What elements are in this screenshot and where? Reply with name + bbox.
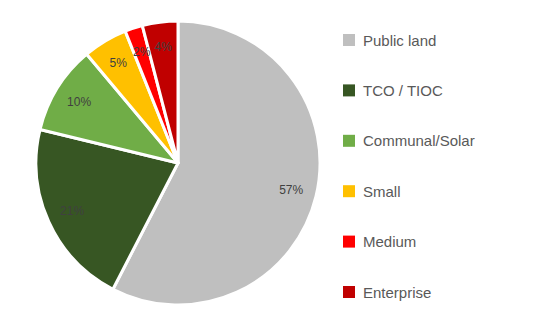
slices	[36, 21, 320, 305]
data-labels: 57% 21% 10% 5% 2% 4%	[60, 40, 303, 218]
slice	[142, 21, 178, 163]
legend: Public land TCO / TIOC Communal/Solar Small…	[343, 32, 475, 301]
legend-label: Enterprise	[363, 284, 431, 301]
data-label: 21%	[60, 204, 84, 218]
legend-label: Public land	[363, 32, 436, 49]
legend-swatch	[343, 185, 355, 197]
legend-swatch	[343, 236, 355, 248]
data-label: 5%	[110, 56, 128, 70]
legend-label: Medium	[363, 233, 416, 250]
legend-swatch	[343, 34, 355, 46]
legend-label: Communal/Solar	[363, 132, 475, 149]
legend-label: TCO / TIOC	[363, 82, 443, 99]
data-label: 10%	[67, 95, 91, 109]
chart: 57% 21% 10% 5% 2% 4% Public land TCO / TIOC Comm…	[0, 0, 540, 324]
data-label: 4%	[155, 40, 173, 54]
legend-swatch	[343, 135, 355, 147]
legend-swatch	[343, 286, 355, 298]
legend-swatch	[343, 84, 355, 96]
data-label: 2%	[133, 45, 151, 59]
data-label: 57%	[279, 183, 303, 197]
legend-label: Small	[363, 183, 401, 200]
